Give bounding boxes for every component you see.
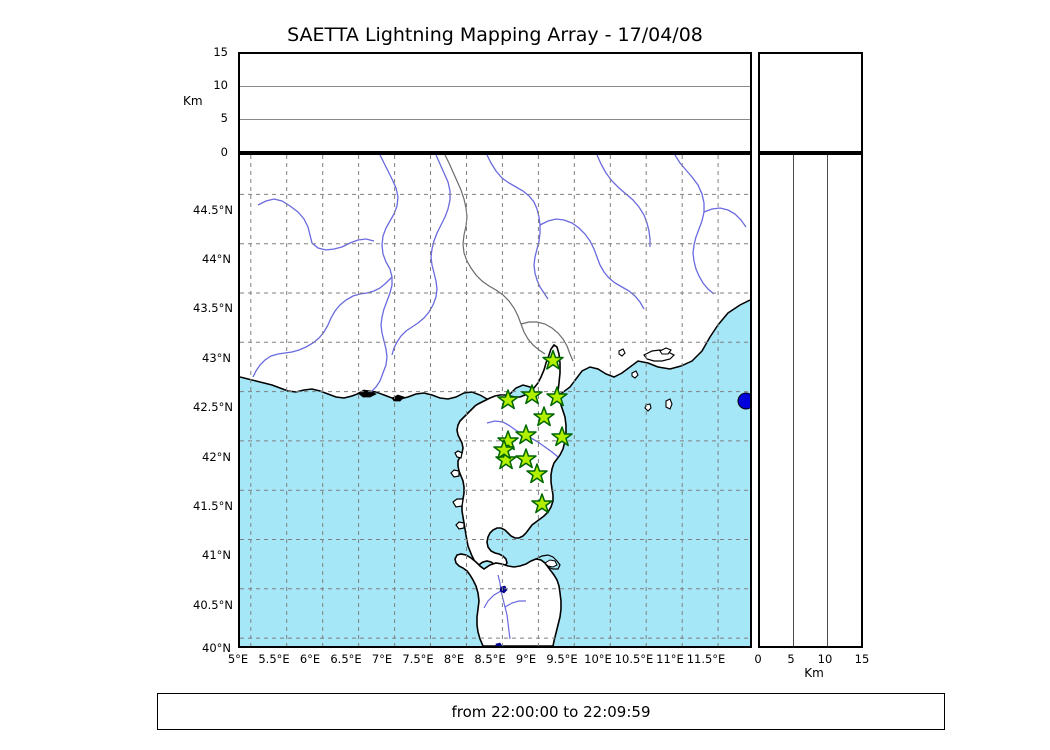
lat-tick-43: 43°N	[202, 351, 231, 365]
lat-tick-42-5: 42.5°N	[193, 400, 233, 414]
ytick-label-0: 0	[220, 145, 228, 159]
lon-tick-6-5: 6.5°E	[330, 652, 362, 666]
lon-tick-8-5: 8.5°E	[474, 652, 506, 666]
station-star-02	[497, 389, 519, 410]
ytick-label-15: 15	[213, 45, 228, 59]
lon-tick-11-5: 11.5°E	[686, 652, 726, 666]
station-star-04	[546, 386, 568, 407]
lon-tick-9: 9°E	[515, 652, 537, 666]
sardinia-landmass	[454, 553, 562, 646]
corsica-landmass	[456, 343, 567, 569]
lat-tick-42: 42°N	[202, 450, 231, 464]
gridline-5km-right	[793, 155, 794, 646]
lon-tick-6: 6°E	[299, 652, 321, 666]
time-range-status-bar[interactable]: from 22:00:00 to 22:09:59	[157, 693, 945, 730]
lon-tick-7-5: 7.5°E	[402, 652, 434, 666]
right-panel-axis-label: Km	[804, 666, 824, 680]
ytick-label-5: 5	[220, 111, 228, 125]
lon-tick-11: 11°E	[656, 652, 684, 666]
lat-tick-40: 40°N	[202, 641, 231, 655]
status-text: from 22:00:00 to 22:09:59	[451, 702, 651, 721]
rx-tick-0: 0	[754, 652, 762, 666]
lat-tick-41-5: 41.5°N	[193, 499, 233, 513]
lat-tick-43-5: 43.5°N	[193, 301, 233, 315]
lat-tick-44: 44°N	[202, 252, 231, 266]
station-star-07	[497, 430, 519, 451]
page-title: SAETTA Lightning Mapping Array - 17/04/0…	[287, 24, 703, 46]
rx-tick-5: 5	[787, 652, 795, 666]
lon-tick-5: 5°E	[227, 652, 249, 666]
lon-tick-10-5: 10.5°E	[614, 652, 654, 666]
lon-tick-10: 10°E	[584, 652, 612, 666]
altitude-histogram-panel[interactable]	[758, 52, 863, 153]
station-star-03	[521, 384, 543, 405]
station-star-05	[533, 406, 555, 427]
gridline-5km	[240, 119, 750, 120]
gridline-10km-right	[827, 155, 828, 646]
lon-tick-5-5: 5.5°E	[258, 652, 290, 666]
top-panel-axis-label: Km	[183, 94, 203, 108]
graticule-lines	[240, 155, 750, 646]
altitude-latitude-panel[interactable]	[758, 153, 863, 648]
station-star-06	[515, 424, 537, 445]
lat-tick-40-5: 40.5°N	[193, 598, 233, 612]
station-markers	[493, 349, 573, 514]
east-edge-marker	[737, 392, 750, 410]
ytick-label-10: 10	[213, 78, 228, 92]
map-panel[interactable]	[238, 153, 752, 648]
lon-tick-9-5: 9.5°E	[546, 652, 578, 666]
lat-tick-44-5: 44.5°N	[193, 203, 233, 217]
station-star-08	[551, 426, 573, 447]
map-canvas	[240, 155, 750, 646]
station-star-12	[531, 493, 553, 514]
lon-tick-7: 7°E	[371, 652, 393, 666]
lon-tick-8: 8°E	[443, 652, 465, 666]
station-star-11	[526, 463, 548, 484]
station-star-13	[493, 439, 515, 460]
gridline-10km	[240, 86, 750, 87]
rx-tick-15: 15	[854, 652, 870, 666]
rx-tick-10: 10	[817, 652, 833, 666]
altitude-longitude-panel[interactable]	[238, 52, 752, 153]
lat-tick-41: 41°N	[202, 548, 231, 562]
station-star-10	[515, 448, 537, 469]
station-star-01	[542, 349, 564, 370]
